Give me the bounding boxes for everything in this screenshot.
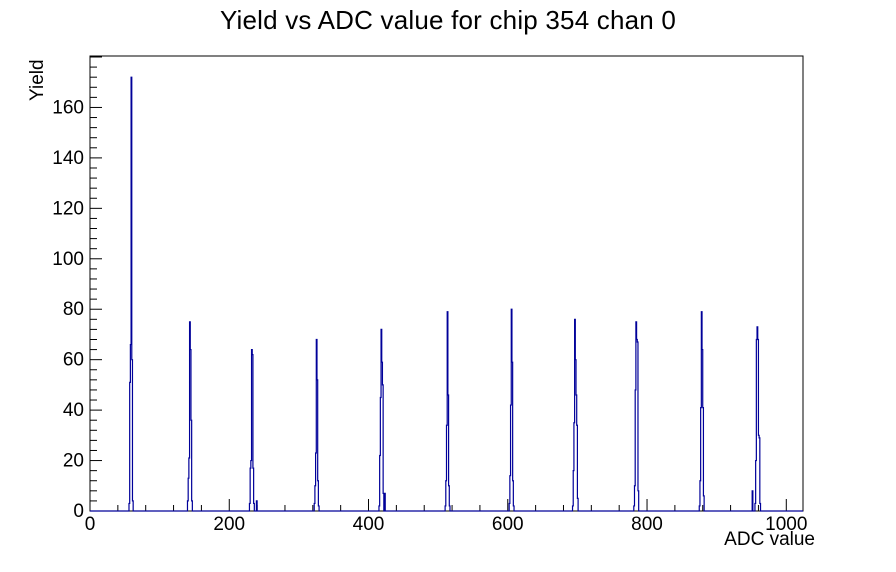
plot-frame (89, 55, 804, 512)
y-tick-label: 80 (63, 299, 84, 320)
x-axis-title: ADC value (724, 529, 815, 550)
chart-title: Yield vs ADC value for chip 354 chan 0 (219, 5, 677, 35)
x-tick-label: 200 (213, 514, 245, 535)
y-tick-label: 100 (52, 249, 84, 270)
y-tick-label: 60 (63, 350, 84, 371)
x-tick-label: 1000 (765, 514, 807, 535)
y-tick-label: 140 (52, 148, 84, 169)
x-tick-label: 0 (85, 514, 96, 535)
y-tick-label: 20 (63, 451, 84, 472)
x-tick-label: 400 (353, 514, 385, 535)
histogram-line (90, 76, 803, 512)
y-axis-title: Yield (27, 59, 48, 101)
y-tick-label: 160 (52, 97, 84, 118)
x-tick-label: 800 (631, 514, 663, 535)
x-tick-label: 600 (492, 514, 524, 535)
y-tick-label: 40 (63, 400, 84, 421)
y-tick-label: 120 (52, 198, 84, 219)
y-tick-label: 0 (73, 501, 84, 522)
